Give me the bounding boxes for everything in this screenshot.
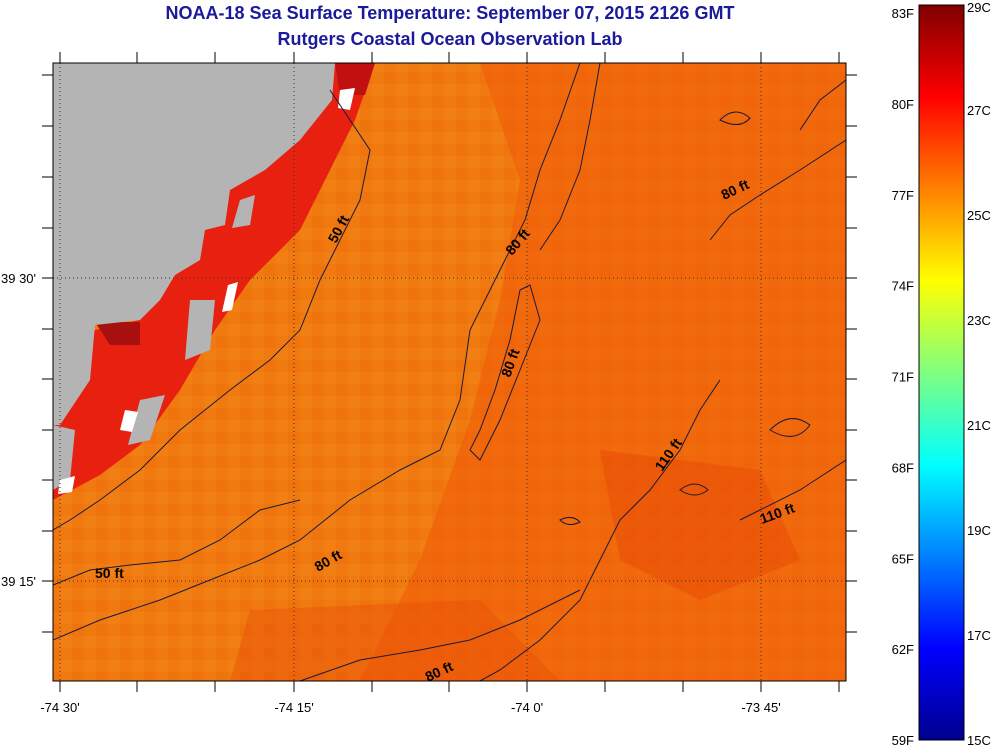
warm-patch xyxy=(230,600,560,681)
coastal-warm-band xyxy=(53,63,375,500)
colorbar-fahrenheit-label: 74F xyxy=(892,279,914,294)
map-field: 50 ft 50 ft 80 ft 80 ft 80 ft 80 ft 80 f… xyxy=(53,63,846,681)
warm-patch xyxy=(600,450,800,600)
colorbar-fahrenheit-label: 71F xyxy=(892,370,914,385)
contour-80ft xyxy=(469,284,541,461)
contour-80ft xyxy=(53,63,581,641)
colorbar-celsius-label: 21C xyxy=(967,418,991,433)
colorbar: 83F 80F 77F 74F 71F 68F 65F 62F 59F 29C 27C 25C 23C 2… xyxy=(892,0,991,748)
colorbar-fahrenheit-label: 65F xyxy=(892,551,914,566)
contour-110ft xyxy=(739,459,846,521)
contour-80ft xyxy=(299,589,581,681)
lon-label: -74 30' xyxy=(40,700,79,715)
nodata-patch xyxy=(338,88,355,110)
lat-label: 39 30' xyxy=(1,271,36,286)
colorbar-fahrenheit-label: 59F xyxy=(892,733,914,748)
colorbar-fahrenheit-label: 68F xyxy=(892,460,914,475)
land-barrier xyxy=(128,395,165,445)
map-subtitle: Rutgers Coastal Ocean Observation Lab xyxy=(277,29,623,49)
contour-110ft xyxy=(479,379,721,681)
land-barrier xyxy=(232,195,255,228)
contour-island xyxy=(559,516,581,526)
nodata-patch xyxy=(120,410,138,432)
colorbar-celsius-label: 15C xyxy=(967,733,991,748)
graticule xyxy=(53,63,846,681)
colorbar-fahrenheit-label: 83F xyxy=(892,6,914,21)
colorbar-fahrenheit-label: 80F xyxy=(892,97,914,112)
contour-island xyxy=(769,418,811,437)
lon-label: -74 0' xyxy=(511,700,543,715)
contour-50ft xyxy=(53,89,371,531)
colorbar-celsius-label: 23C xyxy=(967,313,991,328)
contour-50ft xyxy=(53,499,301,586)
coastal-dark-patch xyxy=(335,63,375,95)
colorbar-celsius-label: 29C xyxy=(967,0,991,15)
contour-island xyxy=(719,111,751,125)
bathymetry-contours xyxy=(53,63,846,681)
lon-label: -73 45' xyxy=(741,700,780,715)
contour-80ft xyxy=(539,63,601,251)
colorbar-bar xyxy=(918,4,965,741)
nodata-patch xyxy=(222,282,238,312)
contour-80ft xyxy=(709,139,846,241)
colorbar-celsius-label: 17C xyxy=(967,628,991,643)
map-title: NOAA-18 Sea Surface Temperature: Septemb… xyxy=(165,3,735,23)
contour-island xyxy=(679,483,709,496)
contour-80ft xyxy=(799,79,846,131)
colorbar-celsius-label: 19C xyxy=(967,523,991,538)
colorbar-fahrenheit-label: 62F xyxy=(892,642,914,657)
land-barrier xyxy=(53,425,75,490)
coastal-dark-patch xyxy=(95,322,140,345)
nodata-patch xyxy=(58,476,75,494)
lon-label: -74 15' xyxy=(274,700,313,715)
axis-ticks xyxy=(42,52,857,692)
lat-label: 39 15' xyxy=(1,574,36,589)
land-new-jersey xyxy=(53,63,335,425)
colorbar-celsius-label: 25C xyxy=(967,208,991,223)
contour-label: 50 ft xyxy=(95,565,124,581)
colorbar-celsius-label: 27C xyxy=(967,103,991,118)
land-barrier xyxy=(185,300,215,360)
colorbar-fahrenheit-label: 77F xyxy=(892,188,914,203)
